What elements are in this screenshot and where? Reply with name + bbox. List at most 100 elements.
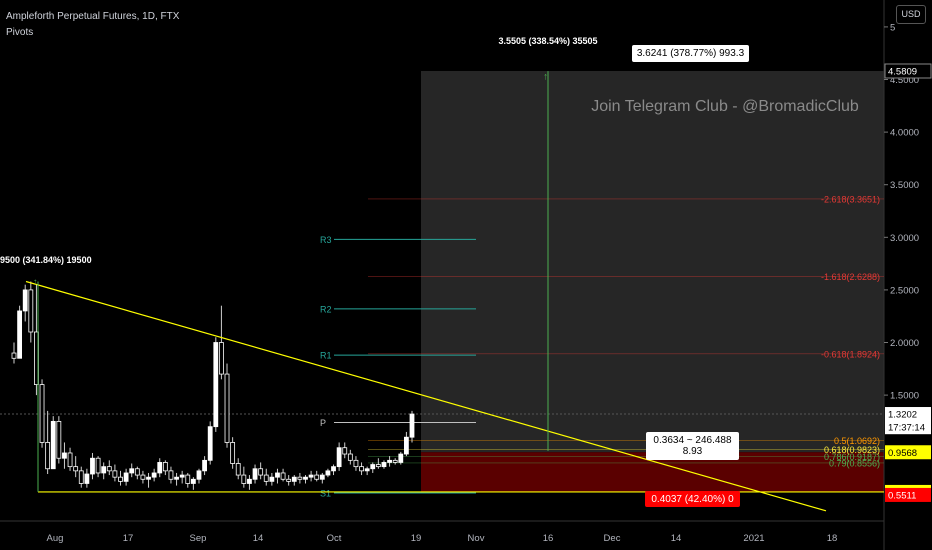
- fib-level-label: 0.618(0.9823): [824, 445, 880, 455]
- candle-body: [73, 466, 79, 472]
- candle-body: [375, 464, 381, 468]
- candle-body: [45, 442, 51, 470]
- fib-level-label: -2.618(3.3651): [821, 194, 880, 204]
- candle-body: [235, 463, 241, 476]
- x-tick-label: 17: [123, 533, 134, 544]
- candle-body: [202, 459, 207, 472]
- x-tick-label: 18: [827, 533, 838, 544]
- candle-body: [95, 457, 101, 474]
- candle-body: [112, 470, 118, 478]
- candle-body: [247, 478, 252, 484]
- candle-body: [230, 442, 236, 464]
- projection-zone: [421, 71, 884, 453]
- price-label: 0.9568: [888, 448, 917, 459]
- price-label: 1.3202: [888, 410, 917, 421]
- resistance-trendline: [25, 280, 827, 512]
- fib-level-label: 0.79(0.8556): [829, 458, 880, 468]
- candle-body: [342, 447, 348, 455]
- candle-body: [387, 459, 392, 463]
- candle-body: [409, 413, 415, 438]
- candle-body: [129, 468, 135, 474]
- candle-body: [336, 447, 342, 468]
- candle-body: [308, 474, 314, 478]
- candle-body: [359, 466, 364, 472]
- y-tick-label: 1.5000: [890, 391, 919, 402]
- price-label: 4.5809: [888, 67, 917, 78]
- x-tick-label: 16: [543, 533, 554, 544]
- candle-body: [331, 466, 336, 472]
- candle-body: [207, 426, 213, 461]
- candle-body: [314, 474, 320, 480]
- candle-body: [258, 468, 264, 476]
- x-tick-label: Nov: [468, 533, 485, 544]
- pivot-label: S1: [320, 488, 331, 498]
- fib-level-label: -0.618(1.8924): [821, 349, 880, 359]
- target-box-bg: [632, 45, 749, 62]
- candle-body: [162, 462, 168, 472]
- candle-body: [39, 384, 45, 443]
- candle-body: [252, 468, 258, 480]
- candle-body: [291, 476, 297, 482]
- pivot-label: R2: [320, 304, 332, 314]
- price-label-bg: [885, 487, 931, 502]
- chart-title: Ampleforth Perpetual Futures, 1D, FTX: [6, 11, 180, 22]
- candle-body: [196, 470, 202, 480]
- candle-body: [67, 452, 73, 468]
- measure-box: 0.3634 ~ 246.488: [653, 435, 732, 446]
- fib-level-label: -1.618(2.6288): [821, 272, 880, 282]
- candle-body: [118, 476, 123, 482]
- candle-body: [347, 453, 353, 461]
- candle-body: [263, 474, 269, 482]
- measure-box: 8.93: [683, 446, 703, 457]
- candle-body: [403, 436, 409, 455]
- pivot-label: P: [320, 418, 326, 428]
- fib-level-label: 0.5(1.0692): [834, 436, 880, 446]
- y-tick-label: 4.5000: [890, 75, 919, 86]
- x-tick-label: Aug: [47, 533, 64, 544]
- stop-box-bg: [645, 491, 740, 507]
- price-label: 17:37:14: [888, 423, 925, 434]
- candle-body: [62, 452, 67, 459]
- candle-body: [78, 470, 84, 484]
- candle-body: [269, 476, 275, 482]
- x-tick-label: Oct: [327, 533, 342, 544]
- candle-body: [275, 472, 280, 478]
- y-tick-label: 2.0000: [890, 338, 919, 349]
- y-tick-label: 4.0000: [890, 128, 919, 139]
- candle-body: [381, 462, 387, 468]
- pivot-label: R3: [320, 235, 332, 245]
- currency-button[interactable]: USD: [896, 5, 926, 24]
- candle-body: [185, 474, 191, 484]
- candle-body: [56, 421, 62, 459]
- candle-body: [174, 476, 179, 480]
- candle-body: [353, 459, 359, 468]
- candle-body: [219, 342, 224, 375]
- candle-body: [190, 478, 196, 484]
- candle-body: [106, 466, 112, 472]
- candle-body: [241, 474, 247, 484]
- annotation-high: 9500 (341.84%) 19500: [0, 255, 92, 265]
- x-tick-label: Dec: [604, 533, 621, 544]
- y-tick-label: 3.5000: [890, 180, 919, 191]
- candle-body: [146, 476, 151, 480]
- candle-body: [364, 468, 370, 472]
- x-tick-label: Sep: [190, 533, 207, 544]
- candle-body: [392, 459, 398, 463]
- candle-body: [17, 310, 23, 359]
- candle-body: [157, 462, 163, 474]
- candle-body: [398, 453, 404, 463]
- candle-body: [297, 476, 303, 480]
- candle-body: [168, 470, 174, 480]
- price-label-bg: [885, 445, 931, 460]
- candle-body: [50, 421, 56, 470]
- candle-body: [319, 474, 325, 480]
- measure-box-bg: [646, 432, 739, 460]
- price-label-bg: [885, 420, 931, 435]
- pivot-label: R1: [320, 351, 332, 361]
- candle-body: [11, 352, 17, 359]
- watermark-text: Join Telegram Club - @BromadicClub: [591, 98, 859, 115]
- candle-body: [286, 478, 292, 482]
- x-tick-label: 19: [411, 533, 422, 544]
- x-tick-label: 14: [253, 533, 264, 544]
